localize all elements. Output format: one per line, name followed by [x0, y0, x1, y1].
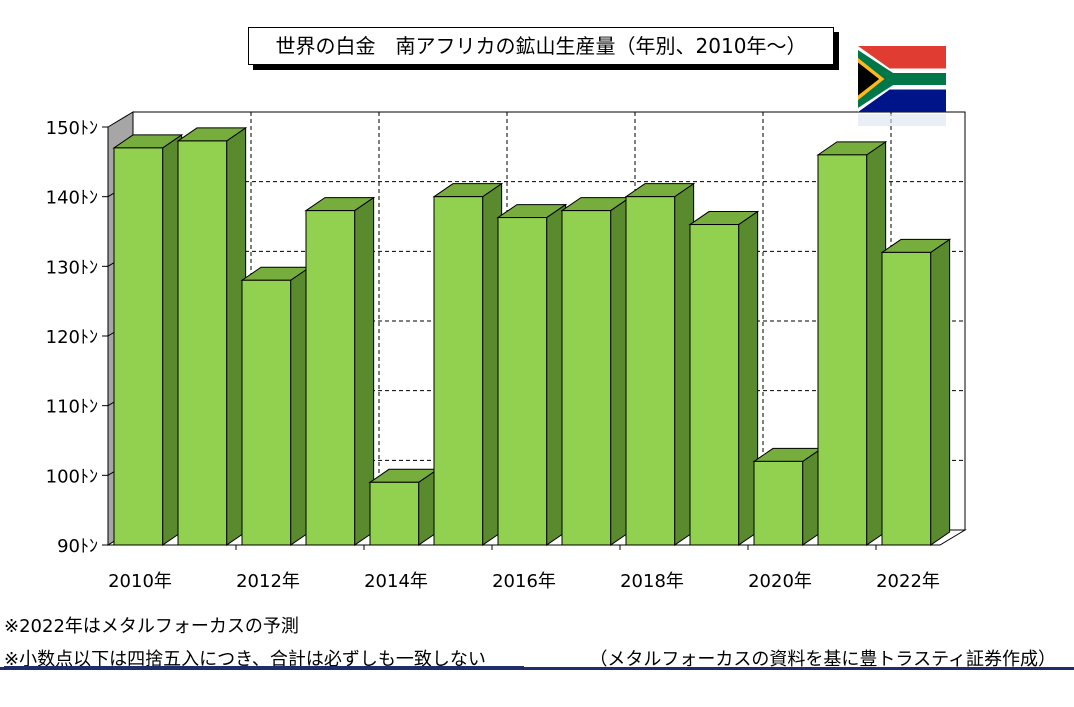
- y-tick-label: 100ﾄﾝ: [46, 466, 98, 487]
- y-tick-label: 130ﾄﾝ: [46, 257, 98, 278]
- bar: [625, 196, 676, 546]
- bar: [881, 251, 932, 546]
- y-tick-label: 90ﾄﾝ: [57, 536, 98, 557]
- x-tick-label: 2016年: [492, 571, 556, 592]
- x-tick-label: 2022年: [876, 571, 940, 592]
- chart-title: 世界の白金 南アフリカの鉱山生産量（年別、2010年～）: [248, 27, 834, 65]
- x-tick-label: 2020年: [748, 571, 812, 592]
- y-tick-label: 120ﾄﾝ: [46, 327, 98, 348]
- source-note: （メタルフォーカスの資料を基に豊トラスティ証券作成）: [589, 649, 1056, 670]
- x-tick-label: 2012年: [236, 571, 300, 592]
- forecast-note: ※2022年はメタルフォーカスの予測: [4, 616, 299, 637]
- bar: [753, 460, 804, 546]
- footer-line: [0, 667, 1074, 670]
- bar: [241, 279, 292, 546]
- x-tick-label: 2014年: [364, 571, 428, 592]
- bar-side: [930, 238, 951, 546]
- x-tick-label: 2010年: [108, 571, 172, 592]
- y-tick-label: 150ﾄﾝ: [46, 118, 98, 139]
- bar: [177, 140, 228, 546]
- bar: [817, 154, 868, 546]
- x-tick-label: 2018年: [620, 571, 684, 592]
- bar: [369, 481, 420, 546]
- south-africa-flag-icon: [858, 46, 946, 126]
- bar: [433, 196, 484, 546]
- bar: [561, 210, 612, 546]
- bar: [689, 224, 740, 546]
- bar: [305, 210, 356, 546]
- note-underline: [4, 666, 524, 667]
- chart-area: 90ﾄﾝ 100ﾄﾝ 110ﾄﾝ 120ﾄﾝ 130ﾄﾝ 140ﾄﾝ 150ﾄﾝ 2010年 2…: [46, 46, 967, 592]
- rounding-note: ※小数点以下は四捨五入につき、合計は必ずしも一致しない: [4, 649, 486, 670]
- y-tick-label: 110ﾄﾝ: [46, 397, 98, 418]
- bar: [497, 217, 548, 546]
- y-tick-label: 140ﾄﾝ: [46, 188, 98, 209]
- bar: [113, 147, 164, 546]
